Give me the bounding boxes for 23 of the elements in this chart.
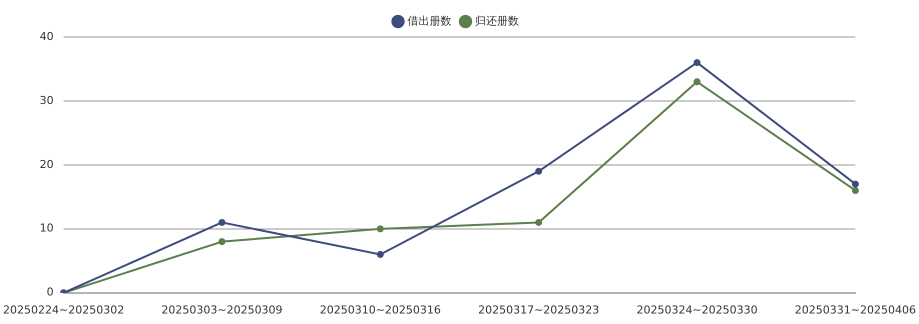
x-tick-label: 20250331~20250406 (794, 303, 916, 316)
point (535, 168, 542, 175)
point (852, 180, 859, 188)
legend-label: 归还册数 (475, 14, 519, 28)
point (694, 59, 701, 66)
x-tick-label: 20250324~20250330 (636, 303, 758, 316)
point (694, 78, 701, 86)
point (376, 250, 384, 258)
x-tick-label: 20250303~20250309 (161, 303, 283, 316)
x-tick-label: 20250317~20250323 (478, 303, 600, 316)
point (535, 218, 542, 226)
point (218, 218, 226, 226)
point (218, 238, 226, 246)
x-tick-label: 20250310~20250316 (320, 303, 441, 316)
x-tick-label: 20250224~20250302 (2, 303, 124, 316)
y-tick-label: 0 (46, 286, 54, 299)
legend-label: 借出册数 (408, 14, 452, 28)
y-tick-label: 30 (40, 94, 54, 107)
y-tick-label: 40 (40, 30, 54, 43)
y-tick-label: 10 (40, 222, 54, 235)
point (376, 225, 384, 232)
point (852, 186, 859, 194)
y-tick-label: 20 (40, 158, 54, 171)
